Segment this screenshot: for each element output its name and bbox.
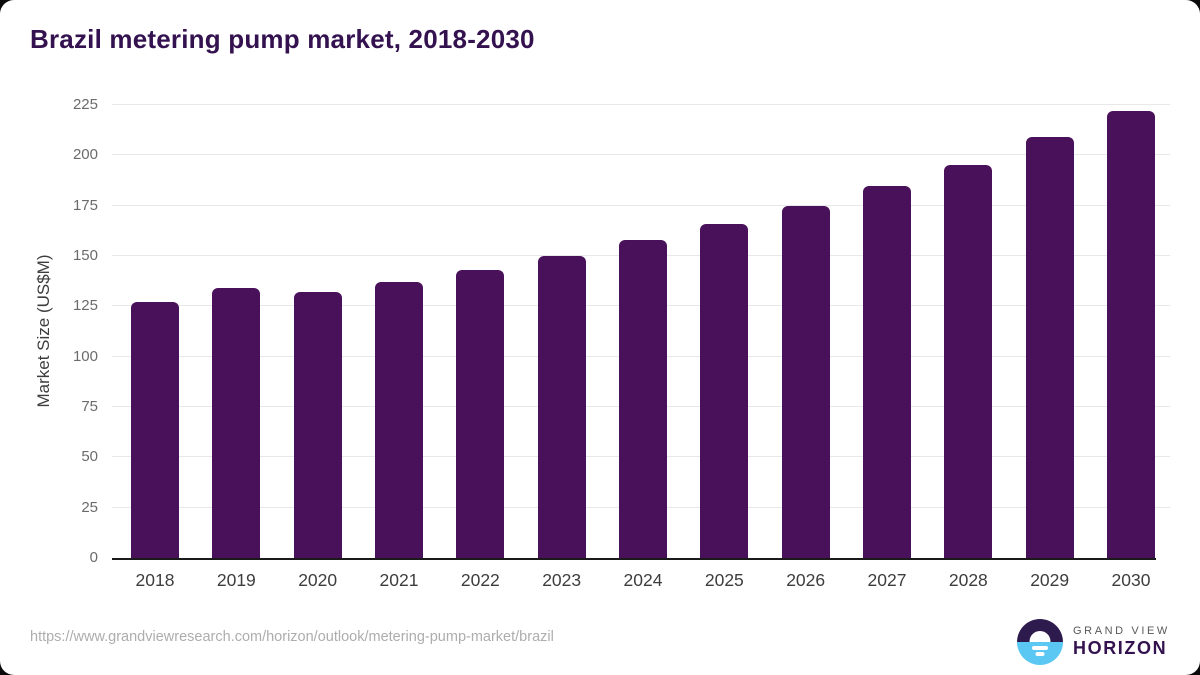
bar-2024: [619, 239, 667, 558]
y-tick-label: 225: [72, 96, 98, 113]
x-tick-label: 2019: [216, 570, 256, 590]
y-tick-label: 150: [72, 247, 98, 264]
bar-2019: [212, 288, 261, 558]
bar-2023: [537, 256, 586, 558]
x-tick-label: 2028: [948, 570, 988, 590]
bar-2022: [456, 270, 505, 558]
bar-2026: [781, 205, 830, 558]
y-tick-label: 75: [81, 398, 98, 415]
bar-2029: [1025, 137, 1074, 558]
x-tick-label: 2026: [786, 570, 826, 590]
x-tick-label: 2027: [867, 570, 907, 590]
y-tick-label: 100: [72, 347, 98, 365]
x-axis-baseline: [112, 558, 1156, 560]
bar-2030: [1107, 111, 1155, 558]
y-tick-label: 25: [81, 498, 98, 516]
grand-view-horizon-logo: GRAND VIEW HORIZON: [1017, 619, 1170, 665]
y-axis-title: Market Size (US$M): [34, 254, 53, 408]
y-tick-label: 125: [72, 297, 98, 315]
y-tick-label: 0: [89, 549, 98, 566]
x-tick-label: 2025: [704, 570, 744, 590]
y-tick-label: 200: [72, 146, 98, 164]
x-tick-label: 2021: [379, 570, 419, 590]
x-tick-label: 2018: [135, 570, 175, 590]
brand-name-bottom: HORIZON: [1073, 637, 1168, 658]
gridline: [112, 204, 1170, 206]
gridline: [112, 154, 1170, 156]
x-tick-label: 2024: [623, 570, 663, 590]
source-url: https://www.grandviewresearch.com/horizo…: [30, 629, 554, 645]
x-tick-label: 2022: [460, 570, 500, 590]
gridline: [112, 104, 1170, 105]
plot-area: [112, 104, 1170, 560]
y-tick-label: 50: [81, 448, 98, 466]
bar-2028: [944, 165, 993, 558]
x-tick-label: 2030: [1111, 570, 1151, 590]
horizon-sun-icon: [1017, 619, 1063, 665]
x-tick-label: 2029: [1030, 570, 1070, 590]
bar-2018: [131, 302, 179, 558]
bar-2027: [863, 185, 911, 558]
brand-name-top: GRAND VIEW: [1073, 625, 1170, 638]
y-tick-label: 175: [72, 196, 98, 214]
bar-2020: [293, 292, 342, 558]
x-tick-label: 2020: [298, 570, 338, 590]
bar-2021: [375, 282, 423, 558]
x-tick-label: 2023: [542, 570, 582, 590]
chart-title: Brazil metering pump market, 2018-2030: [30, 24, 535, 54]
bar-2025: [700, 223, 749, 558]
